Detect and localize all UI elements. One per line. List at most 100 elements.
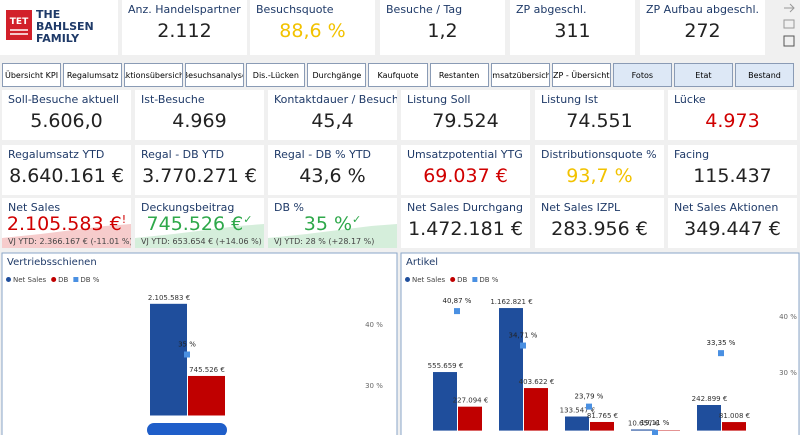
kpi-label: Regal - DB % YTD [274, 148, 372, 161]
kpi-card: Kontaktdauer / Besuch 45,4 [268, 90, 397, 140]
kpi-value: 272 [684, 20, 721, 42]
logo-icon: TET [10, 17, 29, 27]
kpi-value: 115.437 [693, 165, 772, 187]
kpi-label: ZP abgeschl. [516, 3, 587, 16]
kpi-card: Umsatzpotential YTG 69.037 € [401, 145, 530, 195]
percent-marker [454, 308, 460, 315]
sparkline-area [135, 224, 264, 248]
data-label: 745.526 € [189, 366, 225, 374]
logo-mark [6, 10, 32, 40]
report-icon[interactable] [783, 35, 795, 47]
sparkline [135, 224, 264, 248]
kpi-label: Distributionsquote % [541, 148, 657, 161]
logo: TET THE BAHLSEN FAMILY [0, 0, 118, 55]
grid-icon[interactable] [783, 19, 795, 29]
logo-graphic: TET THE BAHLSEN FAMILY [6, 8, 94, 45]
legend-label: DB % [80, 276, 99, 284]
nav-button[interactable]: Fotos [612, 63, 672, 87]
percent-marker [184, 351, 190, 358]
kpi-value: 1,2 [427, 20, 458, 42]
bar [565, 416, 589, 431]
bar [524, 388, 548, 431]
logo-text: FAMILY [36, 32, 80, 45]
navigation: Übersicht KPIRegalumsatzAktionsübersicht… [2, 63, 795, 87]
kpi-label: Net Sales IZPL [541, 201, 621, 214]
data-label: 81.765 € [587, 412, 618, 420]
kpi-card: ZP Aufbau abgeschl. 272 [640, 0, 765, 55]
legend-marker [51, 277, 57, 282]
kpi-card: Regal - DB YTD 3.770.271 € [135, 145, 264, 195]
data-label: 35 % [178, 341, 196, 349]
nav-button[interactable]: Dis.-Lücken [246, 63, 306, 87]
kpi-value: 2.112 [157, 20, 212, 42]
bar [631, 429, 655, 431]
data-label: 242.899 € [692, 395, 728, 403]
kpi-label: DB % [274, 201, 304, 214]
kpi-label: Listung Ist [541, 93, 598, 106]
kpi-value: 1.472.181 € [408, 218, 523, 240]
nav-button[interactable]: Regalumsatz [63, 63, 123, 87]
kpi-card: Listung Ist 74.551 [535, 90, 664, 140]
kpi-flag: ✓ [243, 213, 253, 226]
nav-button[interactable]: Restanten [429, 63, 489, 87]
kpi-card: Lücke 4.973 [668, 90, 797, 140]
kpi-card: Regalumsatz YTD 8.640.161 € [2, 145, 131, 195]
sparkline-area [2, 224, 131, 248]
kpi-card: Soll-Besuche aktuell 5.606,0 [2, 90, 131, 140]
nav-button[interactable]: Umsatzübersicht [490, 63, 550, 87]
kpi-card: Besuche / Tag 1,2 [380, 0, 505, 55]
bar [188, 375, 225, 416]
kpi-card: Ist-Besuche 4.969 [135, 90, 264, 140]
kpi-value: 4.969 [172, 110, 227, 132]
data-label: 40,87 % [443, 297, 472, 305]
kpi-card: Regal - DB % YTD 43,6 % [268, 145, 397, 195]
legend-label: Net Sales [412, 276, 445, 284]
nav-button[interactable]: Bestand [734, 63, 795, 87]
percent-marker [520, 342, 526, 349]
kpi-value: 43,6 % [299, 165, 366, 187]
percent-marker [586, 403, 592, 410]
nav-button[interactable]: ZP - Übersicht [551, 63, 611, 87]
logo-icon-lines [10, 29, 28, 35]
data-label: 81.008 € [719, 412, 750, 420]
kpi-card: Distributionsquote % 93,7 % [535, 145, 664, 195]
chart-title: Vertriebsschienen [7, 257, 97, 268]
kpi-value: 79.524 [432, 110, 499, 132]
kpi-value: 311 [554, 20, 591, 42]
kpi-value: 74.551 [566, 110, 633, 132]
kpi-value: 2.105.583 €! [6, 213, 127, 235]
nav-button[interactable]: Etat [673, 63, 733, 87]
legend-marker [472, 277, 478, 282]
side-icons [783, 3, 795, 47]
arrow-icon[interactable] [784, 3, 795, 13]
nav-button[interactable]: Kaufquote [368, 63, 428, 87]
scroll-pill [147, 423, 227, 435]
data-label: 2.105.583 € [148, 294, 190, 302]
legend-label: DB % [479, 276, 498, 284]
bar [433, 372, 457, 431]
y2-tick-label: 30 % [779, 369, 797, 377]
kpi-value: 35 %✓ [303, 213, 362, 235]
percent-marker [652, 429, 658, 435]
nav-button[interactable]: Übersicht KPI [2, 63, 62, 87]
legend-label: DB [457, 276, 467, 284]
kpi-value: 4.973 [705, 110, 760, 132]
kpi-value: 349.447 € [684, 218, 781, 240]
kpi-card: Facing 115.437 [668, 145, 797, 195]
kpi-label: Listung Soll [407, 93, 471, 106]
kpi-label: Net Sales Durchgang [407, 201, 523, 214]
kpi-label: Facing [674, 148, 710, 161]
kpi-subtext: VJ YTD: 653.654 € (+14.06 %) [141, 237, 262, 246]
bar [150, 303, 187, 416]
logo-text: BAHLSEN [36, 20, 94, 33]
kpi-value: 93,7 % [566, 165, 633, 187]
kpi-label: Besuche / Tag [386, 3, 463, 16]
y2-tick-label: 40 % [365, 321, 383, 329]
kpi-label: Kontaktdauer / Besuch [274, 93, 397, 106]
data-label: 34,71 % [509, 332, 538, 340]
kpi-label: Net Sales [8, 201, 61, 214]
nav-button[interactable]: Besuchsanalyse [185, 63, 245, 87]
nav-button[interactable]: Aktionsübersicht [124, 63, 184, 87]
nav-button[interactable]: Durchgänge [307, 63, 367, 87]
